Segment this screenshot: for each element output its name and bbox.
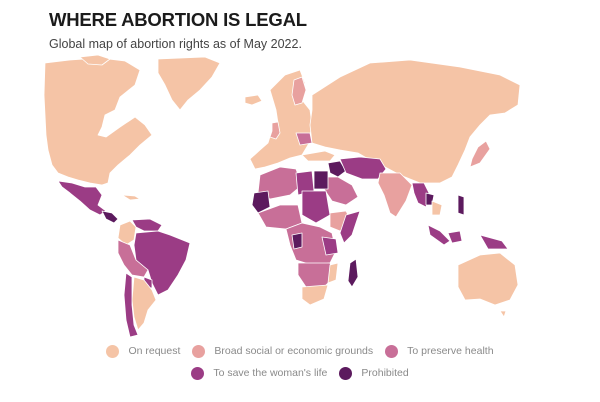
region-north-america: [43, 57, 153, 186]
region-india: [377, 172, 413, 218]
save-life-dot-icon: [191, 366, 205, 380]
region-mexico: [57, 180, 107, 216]
on-request-dot-icon: [106, 344, 120, 358]
region-madagascar: [347, 258, 359, 288]
legend-label: Broad social or economic grounds: [214, 345, 374, 357]
world-map: [43, 55, 521, 338]
legend-item-prohibited: Prohibited: [339, 366, 409, 380]
region-indonesia: [427, 224, 451, 246]
broad-social-dot-icon: [192, 344, 206, 358]
legend-label: On request: [128, 345, 181, 357]
page-subtitle: Global map of abortion rights as of May …: [49, 37, 302, 51]
region-russia-asia: [309, 59, 521, 184]
region-congo: [291, 232, 303, 250]
region-southeast-asia: [411, 182, 431, 208]
preserve-health-dot-icon: [385, 344, 399, 358]
region-greenland: [157, 56, 221, 111]
region-sudan: [301, 190, 331, 224]
legend-item-on-request: On request: [106, 344, 181, 358]
legend-row-1: On request Broad social or economic grou…: [0, 340, 600, 362]
region-australia: [457, 252, 519, 306]
legend-label: Prohibited: [361, 367, 409, 379]
region-iraq: [327, 160, 347, 178]
legend-label: To save the woman's life: [213, 367, 328, 379]
region-uk: [269, 121, 281, 140]
region-japan: [469, 140, 491, 168]
legend: On request Broad social or economic grou…: [0, 340, 600, 384]
legend-item-save-life: To save the woman's life: [191, 366, 328, 380]
legend-row-2: To save the woman's life Prohibited: [0, 362, 600, 384]
region-central-america: [101, 210, 119, 224]
region-argentina: [131, 276, 157, 331]
legend-item-broad-social: Broad social or economic grounds: [192, 344, 374, 358]
page-title: WHERE ABORTION IS LEGAL: [49, 9, 307, 30]
region-philippines: [457, 194, 465, 216]
region-chile: [123, 272, 139, 338]
region-mauritania: [251, 190, 271, 214]
region-egypt: [313, 170, 329, 190]
region-finland: [291, 76, 307, 106]
region-colombia: [117, 220, 137, 246]
legend-item-preserve-health: To preserve health: [385, 344, 494, 358]
legend-label: To preserve health: [407, 345, 494, 357]
prohibited-dot-icon: [339, 366, 353, 380]
region-south-africa: [301, 284, 329, 306]
